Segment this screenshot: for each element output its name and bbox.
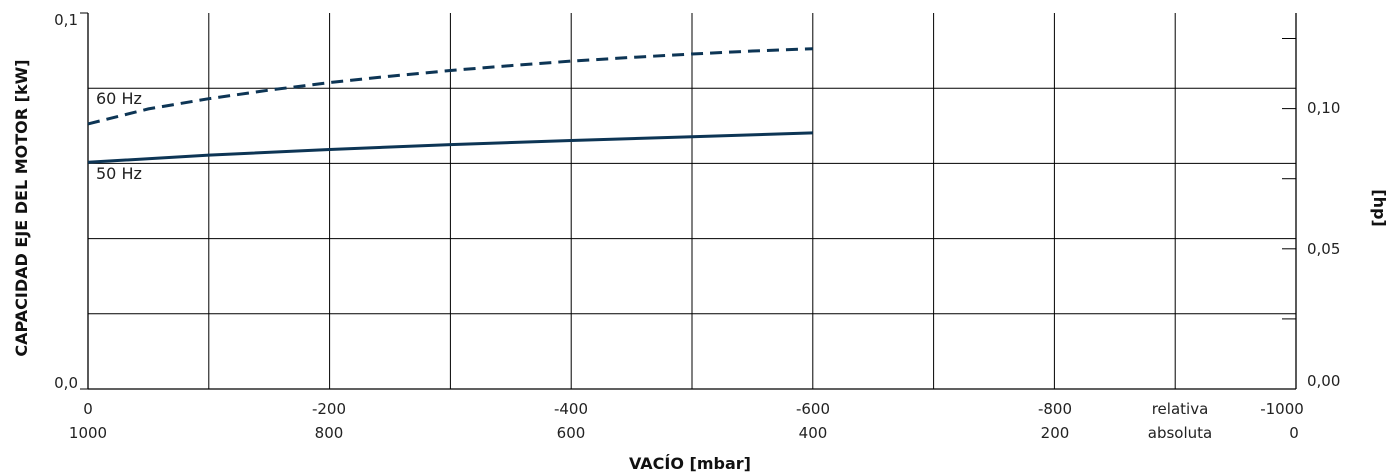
x-tick-label-abs: 400 <box>799 424 828 442</box>
x-tick-label-abs: 600 <box>557 424 586 442</box>
x-tick-label-abs: 1000 <box>69 424 107 442</box>
series-line-60hz <box>87 47 813 126</box>
series-layer <box>87 47 813 164</box>
x-tick-label-rel: -1000 <box>1260 400 1304 418</box>
grid <box>88 13 1296 389</box>
x-tick-label-rel: -800 <box>1038 400 1072 418</box>
x-axis-absolute-label: absoluta <box>1148 424 1212 442</box>
y2-tick-label-010: 0,10 <box>1307 99 1340 117</box>
x-tick-label-abs: 800 <box>315 424 344 442</box>
y-tick-label-top: 0,1 <box>54 11 78 29</box>
x-tick-label-rel: -200 <box>312 400 346 418</box>
y-axis-title: CAPACIDAD EJE DEL MOTOR [kW] <box>12 59 31 356</box>
x-axis-title: VACÍO [mbar] <box>629 454 751 473</box>
plot-frame <box>80 12 1297 390</box>
x-tick-label-rel: 0 <box>83 400 93 418</box>
x-axis-relative-label: relativa <box>1152 400 1209 418</box>
series-label-60hz: 60 Hz <box>96 89 142 108</box>
y2-axis-title: [hp] <box>1370 189 1389 226</box>
y2-tick-label-005: 0,05 <box>1307 240 1340 258</box>
y-tick-label-bottom: 0,0 <box>54 374 78 392</box>
y2-tick-label-000: 0,00 <box>1307 372 1340 390</box>
x-tick-label-abs: 0 <box>1289 424 1299 442</box>
x-tick-label-abs: 200 <box>1041 424 1070 442</box>
right-axis-ticks <box>1282 38 1296 320</box>
series-label-50hz: 50 Hz <box>96 164 142 183</box>
series-line-50hz <box>87 131 813 164</box>
x-tick-label-rel: -400 <box>554 400 588 418</box>
x-tick-label-rel: -600 <box>796 400 830 418</box>
